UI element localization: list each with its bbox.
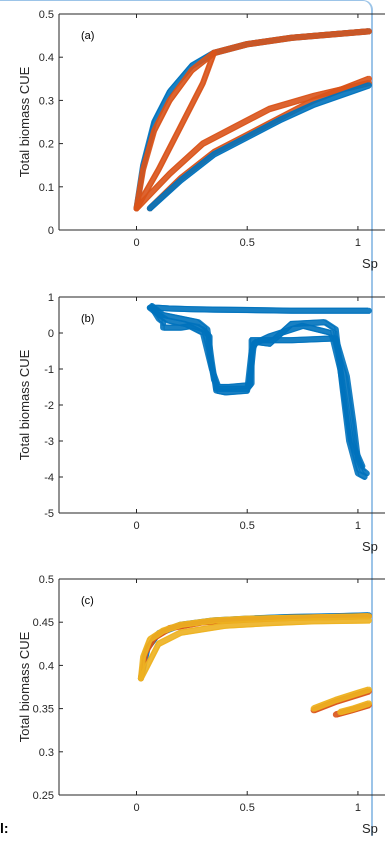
series-trace: [312, 686, 369, 707]
series-trace: [148, 82, 369, 207]
y-tick-label: 0.25: [33, 790, 54, 802]
series-line: [146, 304, 372, 314]
series-trace: [150, 309, 370, 314]
y-tick-label: 0.3: [39, 747, 54, 759]
series-line: [133, 49, 217, 212]
series-trace: [136, 33, 371, 212]
series-trace: [136, 55, 216, 212]
series-line: [310, 686, 372, 712]
series-trace: [148, 304, 368, 309]
series-trace: [139, 613, 369, 676]
y-tick-label: 0.5: [39, 9, 54, 21]
chart-panel-2: -5 -4 -3 -2 -1 0 1 0 0.5 1 Total biomass CUE Sp (b): [17, 292, 385, 554]
panel-label: (a): [81, 30, 94, 42]
panel-label: (c): [81, 595, 94, 607]
chart-panel-3: 0.25 0.3 0.35 0.4 0.45 0.5 0 0.5 1 Total biomass …: [17, 574, 385, 836]
x-axis-label: Sp: [362, 821, 378, 836]
y-tick-label: 0.45: [33, 617, 54, 629]
series-line: [337, 700, 372, 716]
x-axis-label: Sp: [362, 256, 378, 271]
x-tick-label: 1: [355, 237, 361, 249]
x-tick-label: 0.5: [240, 237, 255, 249]
series-group: [133, 28, 372, 212]
y-tick-label: -3: [44, 436, 54, 448]
y-tick-label: 0: [48, 225, 54, 237]
y-tick-label: 0.3: [39, 95, 54, 107]
y-tick-label: -2: [44, 400, 54, 412]
y-tick-label: 1: [48, 292, 54, 304]
x-tick-label: 0: [133, 802, 139, 814]
y-tick-label: 0.5: [39, 574, 54, 586]
series-line: [137, 617, 372, 682]
y-tick-label: -1: [44, 364, 54, 376]
series-line: [137, 613, 372, 682]
x-tick-label: 0.5: [240, 802, 255, 814]
y-tick-label: 0.1: [39, 182, 54, 194]
x-axis-label: Sp: [362, 539, 378, 554]
series-trace: [139, 617, 369, 677]
series-trace: [135, 80, 369, 207]
y-axis-label: Total biomass CUE: [17, 631, 32, 742]
series-trace: [336, 707, 371, 718]
series-trace: [154, 313, 364, 469]
series-line: [146, 82, 372, 212]
cut-off-text: l:: [0, 820, 9, 836]
series-trace: [314, 691, 371, 712]
series-trace: [134, 28, 369, 207]
chart-panel-1: 0 0.1 0.2 0.3 0.4 0.5 0 0.5 1 Total biomass CUE Sp…: [17, 9, 385, 271]
series-trace: [150, 87, 371, 212]
series-trace: [314, 693, 371, 714]
series-trace: [137, 85, 371, 212]
y-axis-label: Total biomass CUE: [17, 66, 32, 177]
series-trace: [150, 80, 371, 212]
x-tick-label: 0.5: [240, 520, 255, 532]
y-tick-label: -4: [44, 472, 54, 484]
series-trace: [152, 308, 362, 464]
series-trace: [141, 622, 371, 682]
series-group: [137, 612, 372, 718]
series-line: [133, 28, 372, 212]
y-axis-label: Total biomass CUE: [17, 349, 32, 460]
y-tick-label: 0.4: [39, 660, 54, 672]
x-tick-label: 0: [133, 237, 139, 249]
panel-label: (b): [81, 313, 94, 325]
y-tick-label: 0.2: [39, 139, 54, 151]
series-trace: [134, 50, 214, 207]
y-tick-label: 0.35: [33, 704, 54, 716]
x-tick-label: 1: [355, 802, 361, 814]
series-trace: [339, 700, 369, 711]
series-trace: [341, 705, 371, 716]
series-group: [146, 303, 372, 481]
y-tick-label: -5: [44, 508, 54, 520]
series-line: [133, 80, 372, 212]
y-tick-label: 0.4: [39, 52, 54, 64]
x-tick-label: 0: [133, 520, 139, 532]
x-tick-label: 1: [355, 520, 361, 532]
y-tick-label: 0: [48, 328, 54, 340]
